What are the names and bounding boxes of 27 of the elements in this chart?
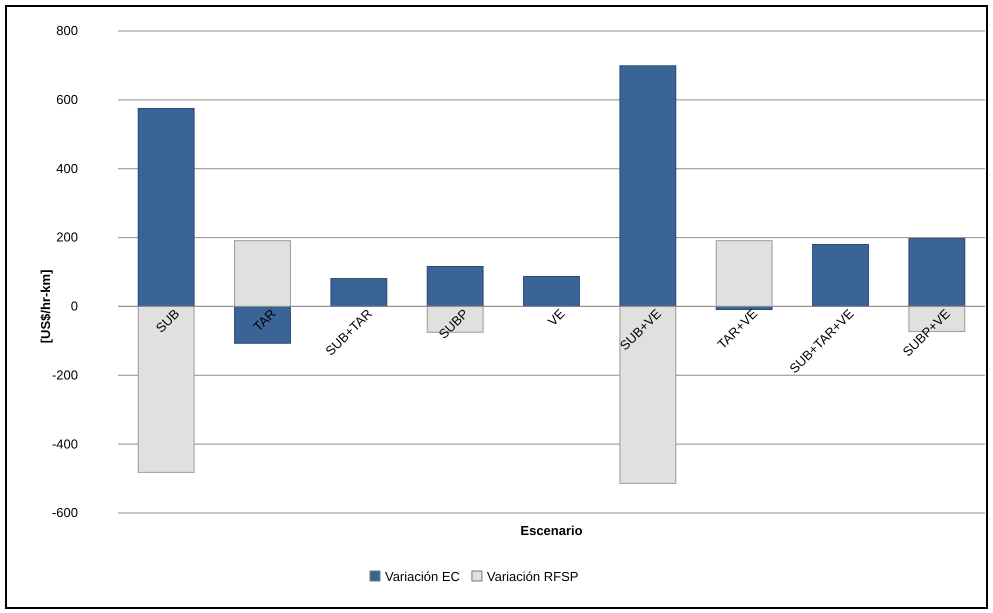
bar	[908, 238, 966, 307]
bar	[138, 306, 195, 473]
y-tick-label: 200	[56, 230, 78, 245]
bar	[523, 276, 580, 307]
legend-label: Variación EC	[385, 569, 460, 584]
x-tick-label: TAR	[250, 306, 279, 334]
y-tick-label: 600	[56, 92, 78, 108]
y-tick-label: -200	[52, 367, 78, 382]
bar	[234, 306, 291, 344]
y-tick-label: -600	[52, 505, 78, 520]
legend-label: Variación RFSP	[486, 569, 578, 584]
y-axis-title: [US$/hr-km]	[38, 270, 53, 344]
bar	[234, 240, 291, 307]
x-tick-label: SUB	[152, 306, 182, 336]
y-tick-label: -400	[52, 436, 78, 452]
bar	[619, 306, 676, 484]
bar	[619, 65, 676, 307]
bar	[330, 278, 388, 307]
x-axis-title: Escenario	[520, 523, 583, 538]
bar	[812, 244, 869, 307]
y-tick-label: 400	[56, 160, 78, 176]
bar	[716, 240, 773, 307]
x-tick-label: VE	[544, 306, 568, 329]
y-tick-label: 800	[56, 23, 78, 38]
bar	[426, 266, 484, 307]
y-tick-label: 0	[70, 298, 78, 314]
bar	[138, 108, 195, 307]
